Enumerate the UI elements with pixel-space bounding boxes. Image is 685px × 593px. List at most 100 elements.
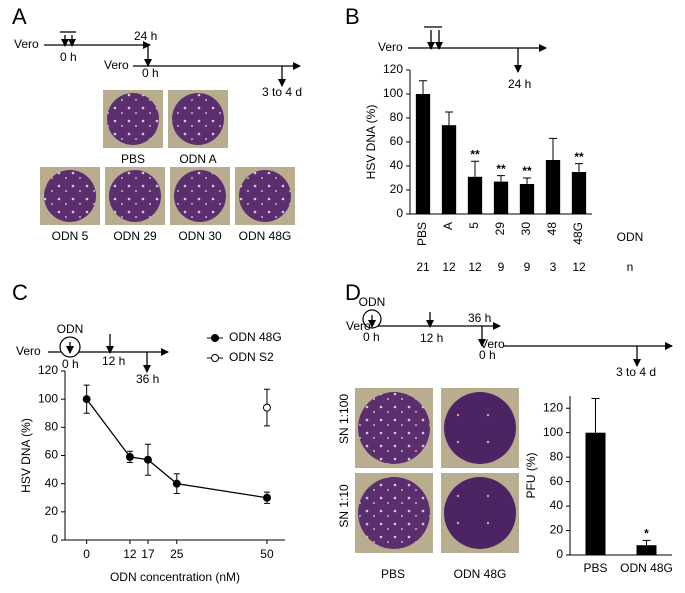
plate-well [174, 170, 226, 222]
timeline-label: 0 h [479, 348, 496, 362]
y-axis-label: PFU (%) [524, 453, 538, 499]
n-value: 3 [550, 260, 557, 274]
y-tick-label: 40 [390, 158, 404, 172]
bar [441, 125, 457, 214]
timeline-label: 12 h [102, 354, 125, 368]
bar [585, 432, 606, 555]
timeline-label: 0 h [142, 66, 159, 80]
timeline-label: 36 h [468, 311, 491, 325]
timeline-label: 3 to 4 d [616, 365, 656, 379]
panel-letter: B [345, 4, 360, 29]
marker [143, 455, 152, 464]
x-tick-label: 29 [493, 222, 507, 236]
error-bar [523, 177, 531, 184]
timeline: ODN Vero 0 h 12 h 36 h [16, 322, 169, 386]
timeline-label: 36 h [136, 372, 159, 386]
image-label: PBS [121, 152, 145, 166]
bar [571, 172, 587, 214]
x-tick-label: 0 [83, 547, 90, 561]
x-tick-label: 25 [170, 547, 184, 561]
y-tick-label: 100 [543, 425, 563, 439]
timeline-label: ODN [57, 322, 84, 336]
x-tick-label: 30 [519, 222, 533, 236]
image-label: ODN 5 [52, 229, 89, 243]
x-axis-label: ODN [617, 230, 644, 244]
n-value: 21 [416, 260, 430, 274]
bar [415, 94, 431, 214]
plate-well [109, 170, 161, 222]
significance: ** [574, 150, 584, 164]
marker [125, 452, 134, 461]
x-tick-label: PBS [583, 561, 607, 575]
plate-well [107, 93, 159, 145]
significance: ** [470, 147, 480, 161]
marker [262, 493, 271, 502]
timeline-label: Vero [378, 40, 403, 54]
plate-well [444, 477, 516, 549]
plate-well [444, 392, 516, 464]
image-label: ODN 29 [113, 229, 157, 243]
n-value: 12 [442, 260, 456, 274]
n-label: n [627, 260, 634, 274]
timeline-label: Vero [14, 37, 39, 51]
plate-well [358, 477, 430, 549]
timeline-label: 0 h [363, 330, 380, 344]
timeline-label: 12 h [420, 331, 443, 345]
n-value: 9 [498, 260, 505, 274]
error-bar [642, 539, 651, 546]
significance: ** [522, 164, 532, 178]
significance: * [644, 526, 649, 540]
timeline-label: Vero [480, 337, 505, 351]
column-label: PBS [381, 567, 405, 581]
n-value: 12 [572, 260, 586, 274]
y-tick-label: 100 [38, 391, 58, 405]
n-value: 12 [468, 260, 482, 274]
timeline: Vero 24 h [378, 26, 547, 91]
bar [467, 176, 483, 214]
y-tick-label: 80 [390, 110, 404, 124]
panel-letter: C [12, 280, 28, 305]
y-tick-label: 80 [45, 420, 59, 434]
legend-marker [211, 354, 219, 362]
plate-well [172, 93, 224, 145]
y-tick-label: 120 [383, 62, 403, 76]
timeline-label: 0 h [60, 50, 77, 64]
timeline-label: 24 h [508, 77, 531, 91]
y-tick-label: 120 [543, 400, 563, 414]
bar [519, 184, 535, 214]
y-tick-label: 60 [390, 134, 404, 148]
y-tick-label: 0 [556, 547, 563, 561]
image-label: ODN 30 [178, 229, 222, 243]
timeline-label: ODN [359, 295, 386, 309]
x-axis-label: ODN concentration (nM) [110, 570, 240, 584]
y-tick-label: 100 [383, 86, 403, 100]
n-value: 9 [524, 260, 531, 274]
plate-well [358, 392, 430, 464]
bar [545, 160, 561, 214]
row-label: SN 1:100 [337, 394, 351, 444]
timeline-label: 0 h [62, 357, 79, 371]
error-bar [471, 160, 479, 177]
x-tick-label: 48G [571, 222, 585, 245]
panel-letter: D [345, 280, 361, 305]
x-tick-label: 17 [141, 547, 155, 561]
x-tick-label: ODN 48G [620, 561, 673, 575]
bar [636, 545, 657, 555]
legend-label: ODN 48G [229, 330, 282, 344]
timeline-label: Vero [104, 58, 129, 72]
timeline-label: 3 to 4 d [262, 85, 302, 99]
error-bar [575, 163, 583, 172]
y-axis-label: HSV DNA (%) [364, 105, 378, 180]
column-label: ODN 48G [454, 567, 507, 581]
timeline: ODN Vero 0 h 12 h 36 h Vero 0 h 3 to 4 d [346, 295, 673, 379]
timeline: Vero 0 h 24 h Vero 0 h 3 to 4 d [14, 29, 302, 99]
y-tick-label: 0 [396, 206, 403, 220]
panel-letter: A [12, 4, 27, 29]
marker [262, 403, 271, 412]
image-label: ODN A [179, 152, 216, 166]
error-bar [419, 80, 427, 94]
timeline-label: Vero [346, 319, 371, 333]
bar [493, 181, 509, 214]
